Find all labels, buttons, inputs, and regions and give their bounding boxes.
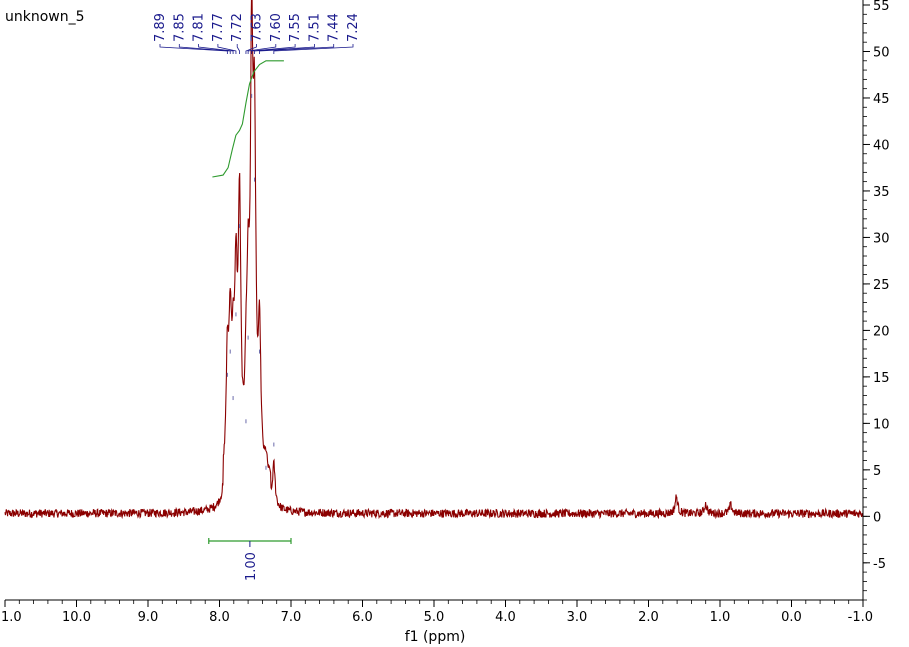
peak-label-leader	[251, 44, 296, 54]
chart-title: unknown_5	[5, 9, 85, 25]
y-tick-label: 10	[873, 417, 890, 432]
x-tick-label: 3.0	[567, 610, 588, 625]
axes: 1.0 10.0 9.0 8.0 7.0 6.0 5.0 4.0 3.0 2.0 1.0 0.0 -1.…	[1, 0, 890, 625]
peak-label: 7.85	[172, 13, 187, 42]
peak-label: 7.63	[250, 13, 265, 42]
y-tick-label: -5	[873, 557, 886, 572]
peak-label-leader	[273, 44, 354, 54]
peak-label-leader	[254, 44, 315, 54]
x-tick-label: 6.0	[352, 610, 373, 625]
x-tick-label: 1.0	[710, 610, 731, 625]
peak-label-leader	[259, 44, 335, 54]
y-tick-label: 45	[873, 92, 890, 107]
x-tick-label: 7.0	[281, 610, 302, 625]
peak-label: 7.89	[153, 13, 168, 42]
peak-label-leader	[247, 44, 277, 54]
integral-value-label: 1.00	[244, 552, 259, 581]
peak-label-leader	[198, 44, 234, 54]
peak-label-leader	[178, 44, 231, 54]
plot-area: 1.00 7.89 7.85 7.81 7.77 7.72 7.63 7.60 7.55 7.51…	[4, 0, 864, 581]
peak-label: 7.55	[288, 13, 303, 42]
x-tick-label: 5.0	[424, 610, 445, 625]
peak-label: 7.60	[269, 13, 284, 42]
x-axis-title: f1 (ppm)	[405, 629, 466, 645]
peak-label: 7.24	[346, 13, 361, 42]
peak-label-leader	[159, 44, 228, 54]
peak-label-leader	[217, 44, 237, 54]
peak-label: 7.77	[211, 13, 226, 42]
x-tick-label: -1.0	[848, 610, 873, 625]
x-tick-label: 4.0	[495, 610, 516, 625]
y-tick-label: 5	[873, 464, 881, 479]
y-tick-label: 50	[873, 45, 890, 60]
y-tick-label: 55	[873, 0, 890, 14]
y-tick-label: 15	[873, 371, 890, 386]
y-tick-label: 0	[873, 510, 881, 525]
spectrum-line	[4, 0, 864, 520]
y-tick-label: 25	[873, 278, 890, 293]
x-tick-label: 0.0	[781, 610, 802, 625]
peak-label: 7.72	[230, 13, 245, 42]
peak-label: 7.81	[192, 13, 207, 42]
peak-label: 7.44	[327, 13, 342, 42]
x-tick-label: 8.0	[209, 610, 230, 625]
x-tick-label: 10.0	[62, 610, 91, 625]
peak-label-leader	[245, 44, 257, 54]
x-tick-label: 1.0	[1, 610, 22, 625]
y-tick-label: 30	[873, 231, 890, 246]
peak-label-leader	[236, 44, 240, 54]
integral-curve	[212, 60, 284, 178]
y-tick-label: 40	[873, 138, 890, 153]
x-tick-label: 2.0	[638, 610, 659, 625]
y-tick-label: 35	[873, 185, 890, 200]
x-tick-label: 9.0	[138, 610, 159, 625]
y-tick-label: 20	[873, 324, 890, 339]
peak-label: 7.51	[307, 13, 322, 42]
